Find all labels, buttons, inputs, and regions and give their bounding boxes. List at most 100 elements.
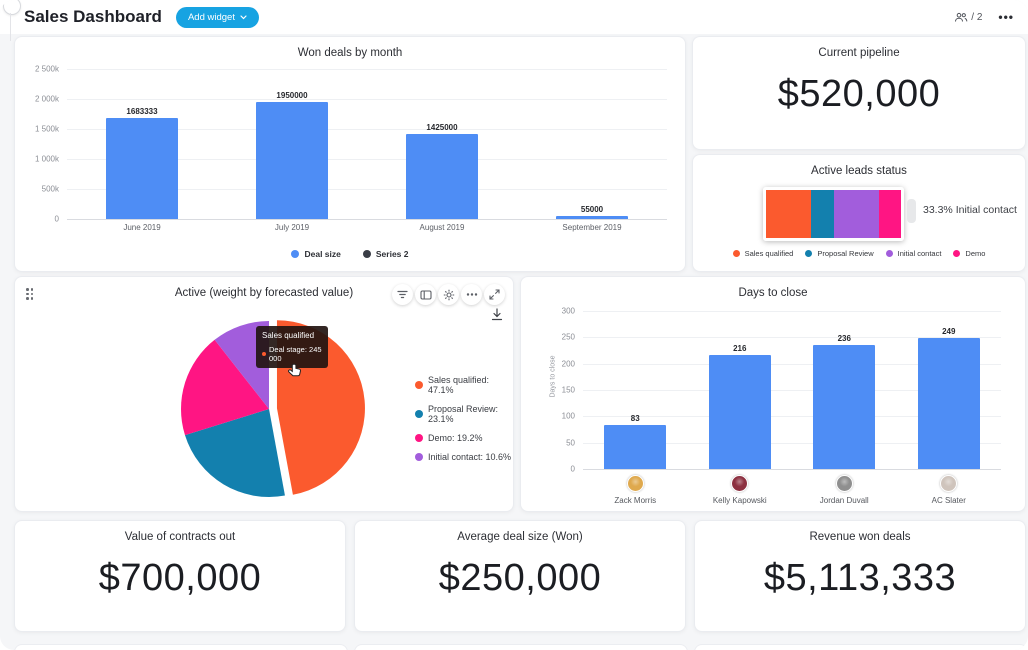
legend-item[interactable]: Series 2 <box>362 249 409 259</box>
legend-label: Sales qualified: 47.1% <box>428 375 490 395</box>
legend-item[interactable]: Initial contact: 10.6% <box>415 452 513 462</box>
y-axis-tick: 0 <box>570 464 575 474</box>
legend-dot <box>415 410 423 418</box>
bar-value-label: 236 <box>837 333 851 343</box>
pie-legend: Sales qualified: 47.1% Proposal Review: 2… <box>415 375 513 462</box>
bar[interactable] <box>604 425 667 469</box>
bar-value-label: 1950000 <box>276 91 308 100</box>
person-name: Jordan Duvall <box>819 496 869 505</box>
y-axis-label: Days to close <box>549 355 557 398</box>
legend-item[interactable]: Demo: 19.2% <box>415 433 513 443</box>
legend-label: Proposal Review <box>817 249 874 258</box>
bar-value-label: 55000 <box>580 204 604 214</box>
person-name: Zack Morris <box>614 496 657 505</box>
drag-handle[interactable] <box>26 288 33 300</box>
x-axis-label: Kelly Kapowski <box>688 475 793 507</box>
bar-column: 1683333 <box>67 69 217 219</box>
board-layout-icon[interactable] <box>415 284 436 305</box>
widget-active-pie: Active (weight by forecasted value) <box>14 276 514 512</box>
widget-average-deal-size: Average deal size (Won) $250,000 <box>354 520 686 632</box>
bar[interactable] <box>708 355 771 469</box>
bar-column: 1950000 <box>217 69 367 219</box>
page-title: Sales Dashboard <box>24 7 162 26</box>
bar-value-label: 1683333 <box>126 107 158 117</box>
stack-segment-sales-qualified[interactable] <box>766 190 811 238</box>
legend-dot <box>291 250 300 258</box>
legend-item[interactable]: Proposal Review <box>805 249 874 258</box>
legend-dot <box>805 250 813 257</box>
stack-segment-demo[interactable] <box>878 190 901 238</box>
won-deals-plot: 2 500k 2 000k 1 500k 1 000k 500k 0 1683333 1950… <box>35 65 667 224</box>
users-icon <box>955 12 968 22</box>
pie-slice-proposal-review[interactable] <box>184 409 285 497</box>
legend-label: Initial contact <box>897 249 942 258</box>
bar[interactable] <box>917 337 980 469</box>
bar[interactable] <box>556 215 628 219</box>
pie-slice-initial-contact[interactable] <box>214 321 269 409</box>
y-axis-tick: 2 500k <box>34 64 59 74</box>
pie-slice-demo[interactable] <box>180 339 269 436</box>
widget-title: Current pipeline <box>818 47 900 59</box>
leads-stacked-bar[interactable] <box>763 187 904 241</box>
partial-widget <box>14 644 348 650</box>
legend-item[interactable]: Demo <box>953 249 985 258</box>
settings-icon[interactable] <box>438 284 459 305</box>
bar-column: 83 <box>583 311 688 469</box>
legend-dot <box>415 381 423 389</box>
legend-dot <box>953 250 961 257</box>
person-name: Kelly Kapowski <box>712 496 767 505</box>
y-axis-tick: 0 <box>54 214 59 224</box>
widget-current-pipeline: Current pipeline $520,000 <box>692 36 1026 150</box>
gridline <box>67 189 667 190</box>
legend-label: Initial contact: 10.6% <box>428 452 512 462</box>
bar-column: 249 <box>897 311 1002 469</box>
legend-item[interactable]: Initial contact <box>885 249 942 258</box>
legend-item[interactable]: Sales qualified <box>732 249 793 258</box>
legend-label: Demo <box>965 249 986 258</box>
corner-artifact <box>3 0 21 15</box>
widget-title: Days to close <box>738 287 808 299</box>
expand-icon[interactable] <box>484 284 505 305</box>
bar[interactable] <box>813 344 876 469</box>
x-axis-label: July 2019 <box>274 223 310 232</box>
gridline <box>583 311 1001 312</box>
stack-segment-initial-contact[interactable] <box>833 190 879 238</box>
stack-segment-proposal-review[interactable] <box>810 190 834 238</box>
filter-icon[interactable] <box>392 284 413 305</box>
add-widget-button[interactable]: Add widget <box>175 6 259 28</box>
header-menu-button[interactable]: ••• <box>998 10 1014 24</box>
bar-column: 216 <box>688 311 793 469</box>
bar-value-label: 249 <box>942 326 956 336</box>
tooltip-dot <box>262 352 266 356</box>
download-icon[interactable] <box>491 308 503 326</box>
y-axis-tick: 300 <box>561 306 575 316</box>
legend-item[interactable]: Proposal Review: 23.1% <box>415 404 513 424</box>
chart-tooltip: Sales qualified Deal stage: 245 000 <box>256 326 328 368</box>
members-indicator[interactable]: / 2 <box>954 12 982 23</box>
won-deals-x-axis: June 2019 July 2019 August 2019 September 2… <box>67 223 667 235</box>
y-axis-tick: 1 000k <box>34 154 59 164</box>
partial-widget <box>694 644 1028 650</box>
days-to-close-plot: 300 250 200 150 100 50 0 83 216 236 249 <box>562 307 1001 474</box>
y-axis-tick: 250 <box>561 332 575 342</box>
bar[interactable] <box>256 102 328 219</box>
legend-item[interactable]: Sales qualified: 47.1% <box>415 375 513 395</box>
legend-item[interactable]: Deal size <box>291 249 341 259</box>
legend-dot <box>362 250 371 258</box>
bar-columns: 83 216 236 249 <box>583 311 1001 469</box>
bar-value-label: 1425000 <box>426 122 458 132</box>
legend-label: Deal size <box>304 249 341 259</box>
y-axis-tick: 50 <box>566 438 575 448</box>
stack-notch <box>907 199 916 223</box>
bar-column: 55000 <box>517 69 667 219</box>
stat-value: $700,000 <box>98 557 262 599</box>
bar[interactable] <box>406 133 478 219</box>
more-icon[interactable] <box>461 284 482 305</box>
widget-value-of-contracts-out: Value of contracts out $700,000 <box>14 520 346 632</box>
avatar <box>731 475 749 492</box>
x-axis-label: Zack Morris <box>583 475 688 507</box>
x-axis-label: AC Slater <box>897 475 1002 507</box>
bar[interactable] <box>106 118 178 219</box>
y-axis-tick: 100 <box>561 411 575 421</box>
